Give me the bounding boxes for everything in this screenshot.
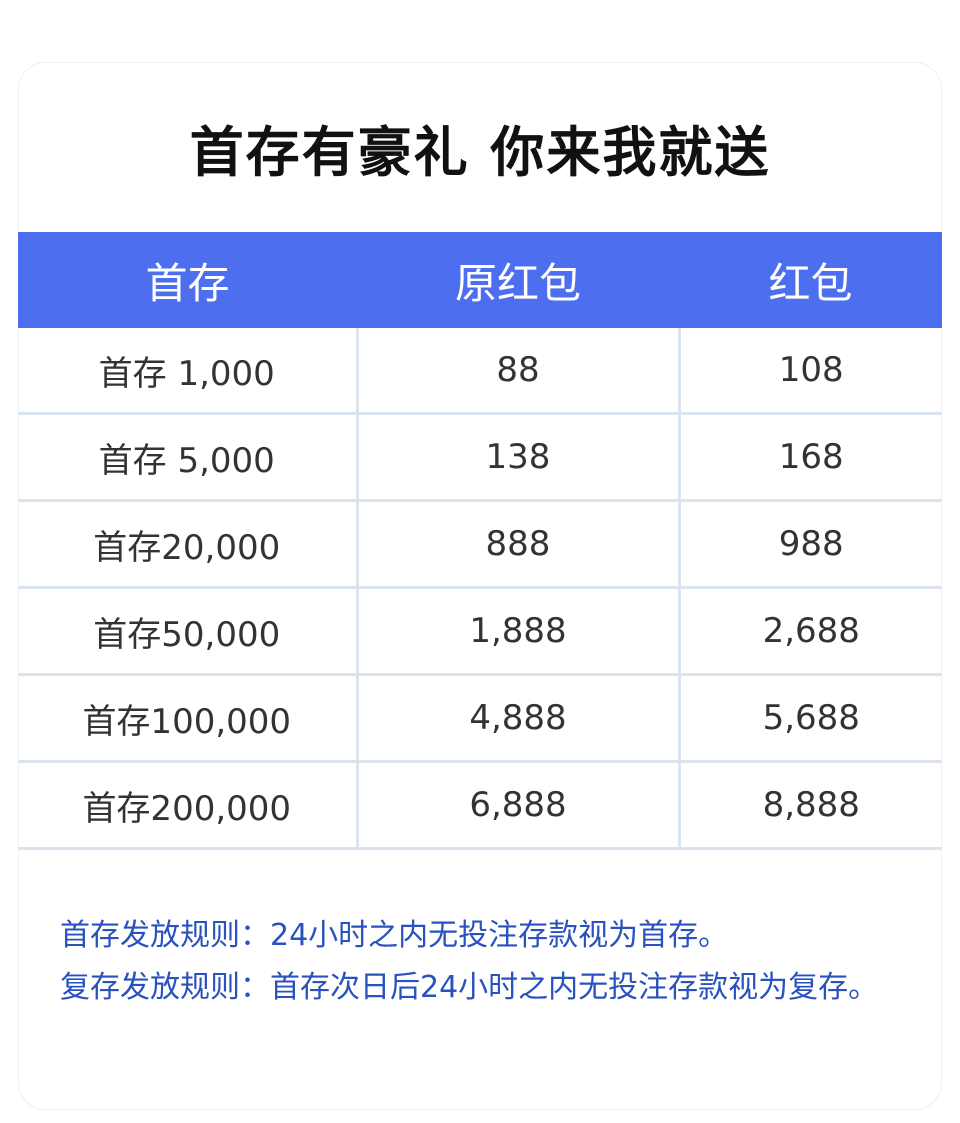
table-cell: 首存100,000 bbox=[18, 674, 357, 763]
rules: 首存发放规则：24小时之内无投注存款视为首存。 复存发放规则：首存次日后24小时… bbox=[60, 910, 900, 1014]
table-cell: 首存 1,000 bbox=[18, 328, 357, 415]
table-cell: 168 bbox=[677, 413, 942, 502]
table-cell: 888 bbox=[355, 500, 679, 589]
table-header-row: 首存 原红包 红包 bbox=[18, 232, 942, 328]
table-row: 首存 1,000 88 108 bbox=[18, 328, 942, 415]
table-row: 首存 5,000 138 168 bbox=[18, 413, 942, 502]
table-cell: 1,888 bbox=[355, 587, 679, 676]
table-cell: 4,888 bbox=[355, 674, 679, 763]
table-cell: 首存20,000 bbox=[18, 500, 357, 589]
table-cell: 8,888 bbox=[677, 761, 942, 850]
table-row: 首存200,000 6,888 8,888 bbox=[18, 761, 942, 850]
table-row: 首存20,000 888 988 bbox=[18, 500, 942, 589]
table-cell: 108 bbox=[677, 328, 942, 415]
table-cell: 首存200,000 bbox=[18, 761, 357, 850]
table-cell: 138 bbox=[355, 413, 679, 502]
column-header: 首存 bbox=[18, 232, 357, 328]
redeposit-rule: 复存发放规则：首存次日后24小时之内无投注存款视为复存。 bbox=[60, 970, 879, 1005]
table-cell: 88 bbox=[355, 328, 679, 415]
column-header: 红包 bbox=[679, 232, 942, 328]
table-row: 首存50,000 1,888 2,688 bbox=[18, 587, 942, 676]
table-cell: 首存50,000 bbox=[18, 587, 357, 676]
first-deposit-rule: 首存发放规则：24小时之内无投注存款视为首存。 bbox=[60, 918, 729, 953]
table-row: 首存100,000 4,888 5,688 bbox=[18, 674, 942, 763]
bonus-table: 首存 原红包 红包 首存 1,000 88 108 首存 5,000 138 168 首存2… bbox=[18, 232, 942, 850]
page-title: 首存有豪礼 你来我就送 bbox=[189, 121, 771, 184]
column-header: 原红包 bbox=[357, 232, 679, 328]
table-cell: 6,888 bbox=[355, 761, 679, 850]
table-cell: 988 bbox=[677, 500, 942, 589]
table-cell: 5,688 bbox=[677, 674, 942, 763]
table-cell: 2,688 bbox=[677, 587, 942, 676]
table-cell: 首存 5,000 bbox=[18, 413, 357, 502]
